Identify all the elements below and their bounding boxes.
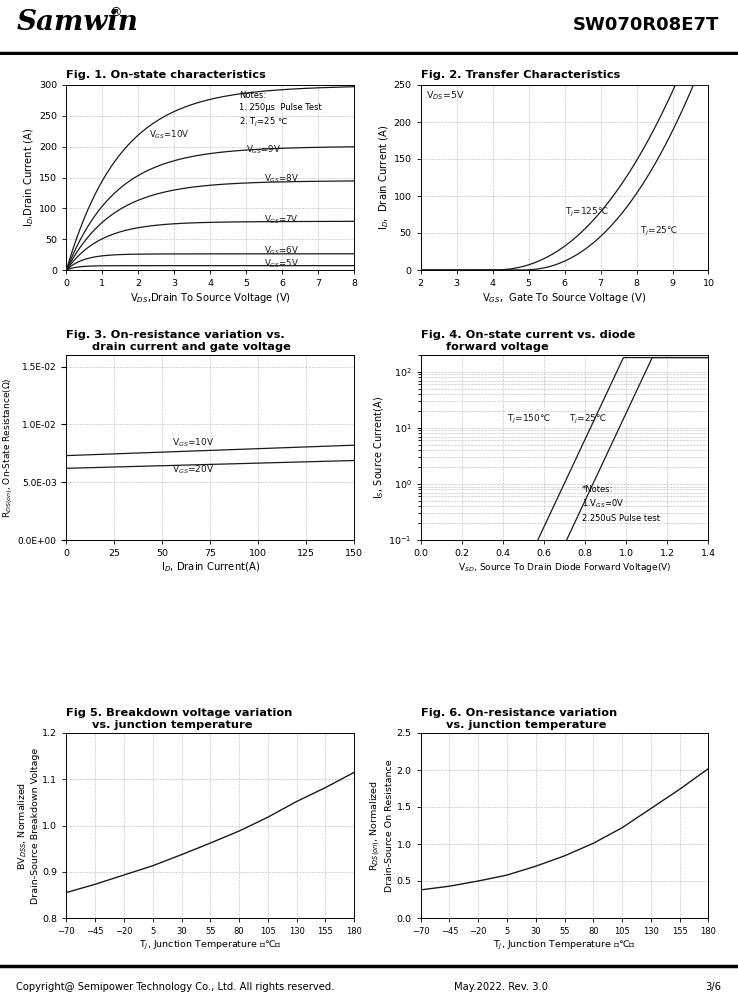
Text: ®: ®: [109, 6, 122, 19]
Text: vs. junction temperature: vs. junction temperature: [92, 720, 252, 730]
Text: Fig. 4. On-state current vs. diode: Fig. 4. On-state current vs. diode: [421, 330, 635, 340]
Text: forward voltage: forward voltage: [446, 342, 549, 352]
Text: Fig. 2. Transfer Characteristics: Fig. 2. Transfer Characteristics: [421, 70, 620, 80]
X-axis label: V$_{SD}$, Source To Drain Diode Forward Voltage(V): V$_{SD}$, Source To Drain Diode Forward …: [458, 561, 672, 574]
Text: T$_j$=25℃: T$_j$=25℃: [569, 413, 607, 426]
Text: V$_{GS}$=10V: V$_{GS}$=10V: [149, 128, 190, 141]
Y-axis label: I$_S$, Source Current(A): I$_S$, Source Current(A): [372, 396, 385, 499]
Text: Fig. 6. On-resistance variation: Fig. 6. On-resistance variation: [421, 708, 617, 718]
Text: V$_{GS}$=8V: V$_{GS}$=8V: [264, 173, 300, 185]
Y-axis label: I$_D$,  Drain Current (A): I$_D$, Drain Current (A): [377, 125, 391, 230]
Text: *Notes:
1.V$_{GS}$=0V
2.250uS Pulse test: *Notes: 1.V$_{GS}$=0V 2.250uS Pulse test: [582, 485, 660, 523]
Y-axis label: I$_D$,Drain Current (A): I$_D$,Drain Current (A): [23, 128, 36, 227]
Text: drain current and gate voltage: drain current and gate voltage: [92, 342, 291, 352]
Text: V$_{GS}$=10V: V$_{GS}$=10V: [172, 437, 215, 449]
Text: Fig 5. Breakdown voltage variation: Fig 5. Breakdown voltage variation: [66, 708, 293, 718]
Text: Samwin: Samwin: [16, 8, 138, 35]
Text: Notes:
1. 250μs  Pulse Test
2. T$_j$=25 ℃: Notes: 1. 250μs Pulse Test 2. T$_j$=25 ℃: [239, 91, 322, 129]
X-axis label: T$_j$, Junction Temperature （℃）: T$_j$, Junction Temperature （℃）: [139, 939, 282, 952]
Text: 3/6: 3/6: [706, 982, 722, 992]
Text: V$_{GS}$=9V: V$_{GS}$=9V: [246, 144, 282, 156]
Text: V$_{GS}$=20V: V$_{GS}$=20V: [172, 463, 215, 476]
Text: vs. junction temperature: vs. junction temperature: [446, 720, 607, 730]
Text: T$_j$=125℃: T$_j$=125℃: [565, 206, 608, 219]
X-axis label: I$_D$, Drain Current(A): I$_D$, Drain Current(A): [161, 561, 260, 574]
Text: V$_{DS}$=5V: V$_{DS}$=5V: [426, 89, 465, 102]
Text: T$_j$=25℃: T$_j$=25℃: [640, 224, 678, 237]
Text: May.2022. Rev. 3.0: May.2022. Rev. 3.0: [454, 982, 548, 992]
Y-axis label: R$_{DS(on)}$, On-State Resistance(Ω): R$_{DS(on)}$, On-State Resistance(Ω): [1, 377, 15, 518]
Text: Fig. 3. On-resistance variation vs.: Fig. 3. On-resistance variation vs.: [66, 330, 285, 340]
Text: T$_j$=150℃: T$_j$=150℃: [507, 413, 551, 426]
Text: V$_{GS}$=7V: V$_{GS}$=7V: [264, 214, 298, 226]
Text: V$_{GS}$=5V: V$_{GS}$=5V: [264, 257, 300, 270]
Text: Copyright@ Semipower Technology Co., Ltd. All rights reserved.: Copyright@ Semipower Technology Co., Ltd…: [16, 982, 335, 992]
X-axis label: T$_j$, Junction Temperature （℃）: T$_j$, Junction Temperature （℃）: [493, 939, 636, 952]
Text: Fig. 1. On-state characteristics: Fig. 1. On-state characteristics: [66, 70, 266, 80]
Text: V$_{GS}$=6V: V$_{GS}$=6V: [264, 244, 300, 257]
X-axis label: V$_{GS}$,  Gate To Source Voltage (V): V$_{GS}$, Gate To Source Voltage (V): [483, 291, 646, 305]
Y-axis label: R$_{DS(on)}$, Normalized
Drain-Source On Resistance: R$_{DS(on)}$, Normalized Drain-Source On…: [369, 759, 394, 892]
Text: SW070R08E7T: SW070R08E7T: [573, 16, 720, 34]
Y-axis label: BV$_{DSS}$, Normalized
Drain-Source Breakdown Voltage: BV$_{DSS}$, Normalized Drain-Source Brea…: [17, 747, 40, 904]
X-axis label: V$_{DS}$,Drain To Source Voltage (V): V$_{DS}$,Drain To Source Voltage (V): [130, 291, 291, 305]
